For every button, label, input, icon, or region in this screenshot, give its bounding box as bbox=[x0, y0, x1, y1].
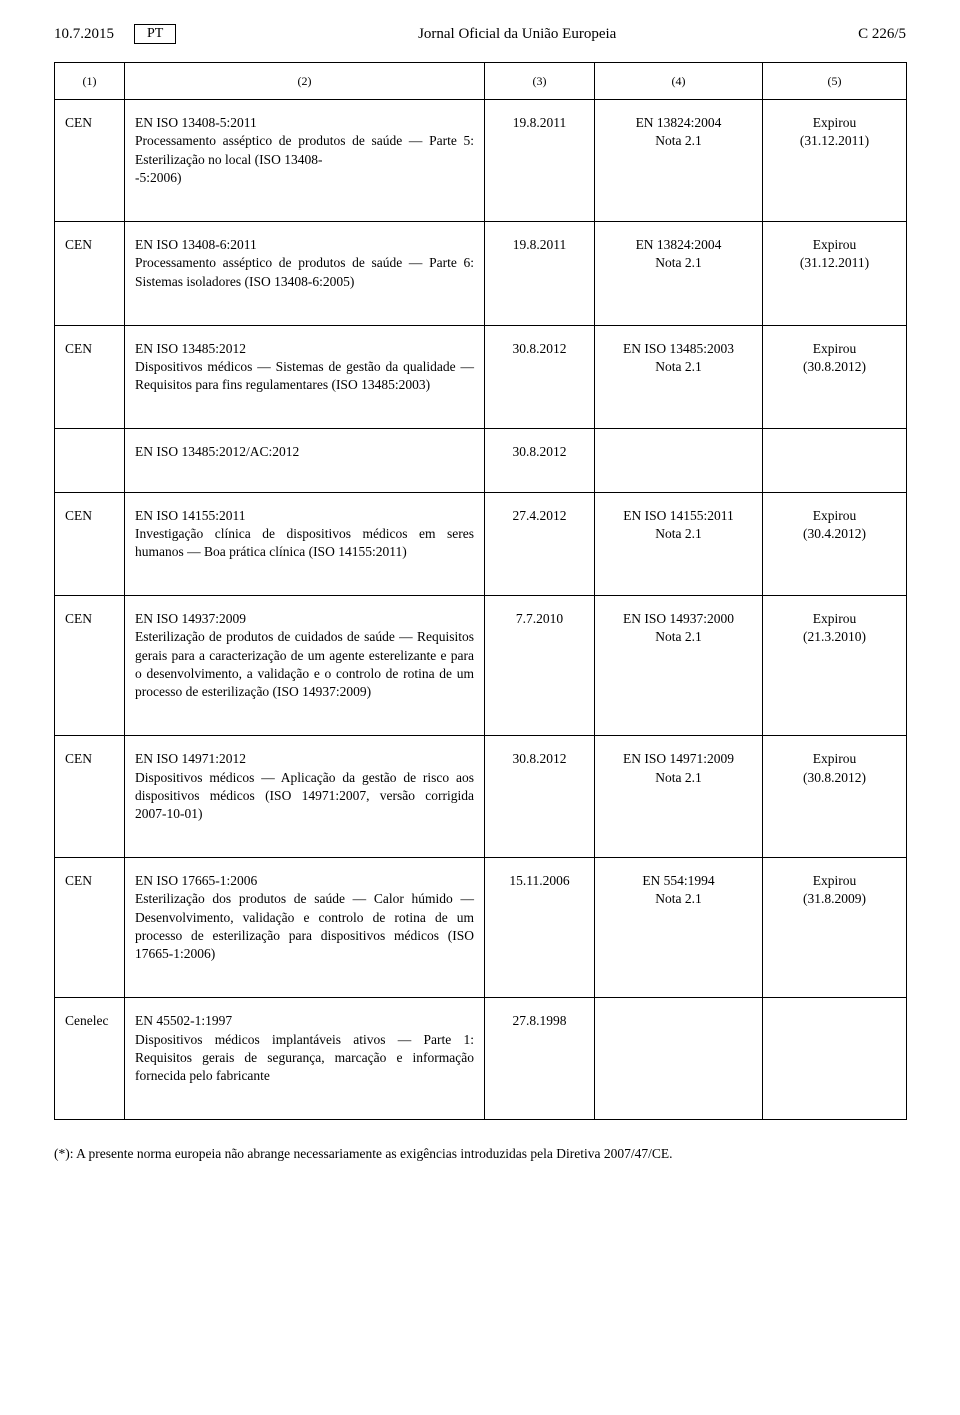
column-header: (2) bbox=[125, 63, 485, 100]
table-row: CENEN ISO 13485:2012Dispositivos médicos… bbox=[55, 325, 907, 429]
cell-org: Cenelec bbox=[55, 998, 125, 1120]
cell-superseded: EN 13824:2004Nota 2.1 bbox=[595, 100, 763, 222]
cell-superseded: EN 13824:2004Nota 2.1 bbox=[595, 222, 763, 326]
cell-title: EN ISO 13485:2012/AC:2012 bbox=[125, 429, 485, 492]
cell-org: CEN bbox=[55, 858, 125, 998]
cell-date: 30.8.2012 bbox=[485, 429, 595, 492]
cell-org: CEN bbox=[55, 100, 125, 222]
header-date: 10.7.2015 bbox=[54, 26, 114, 43]
cell-title: EN ISO 14971:2012Dispositivos médicos — … bbox=[125, 736, 485, 858]
column-header: (1) bbox=[55, 63, 125, 100]
cell-title: EN 45502-1:1997Dispositivos médicos impl… bbox=[125, 998, 485, 1120]
cell-title: EN ISO 13485:2012Dispositivos médicos — … bbox=[125, 325, 485, 429]
cell-expiry: Expirou(31.12.2011) bbox=[763, 222, 907, 326]
table-row: CENEN ISO 17665-1:2006Esterilização dos … bbox=[55, 858, 907, 998]
journal-title: Jornal Oficial da União Europeia bbox=[176, 26, 858, 43]
table-row: CENEN ISO 13408-6:2011Processamento assé… bbox=[55, 222, 907, 326]
footnote: (*): A presente norma europeia não abran… bbox=[54, 1146, 906, 1162]
cell-org bbox=[55, 429, 125, 492]
cell-superseded bbox=[595, 998, 763, 1120]
cell-title: EN ISO 14937:2009Esterilização de produt… bbox=[125, 596, 485, 736]
cell-expiry: Expirou(30.4.2012) bbox=[763, 492, 907, 596]
table-row: CENEN ISO 14155:2011Investigação clínica… bbox=[55, 492, 907, 596]
table-row: CenelecEN 45502-1:1997Dispositivos médic… bbox=[55, 998, 907, 1120]
cell-superseded: EN ISO 14971:2009Nota 2.1 bbox=[595, 736, 763, 858]
page-header: 10.7.2015 PT Jornal Oficial da União Eur… bbox=[54, 24, 906, 44]
cell-title: EN ISO 14155:2011Investigação clínica de… bbox=[125, 492, 485, 596]
cell-date: 27.4.2012 bbox=[485, 492, 595, 596]
cell-title: EN ISO 17665-1:2006Esterilização dos pro… bbox=[125, 858, 485, 998]
page-reference: C 226/5 bbox=[858, 26, 906, 43]
lang-code-box: PT bbox=[134, 24, 176, 44]
cell-date: 7.7.2010 bbox=[485, 596, 595, 736]
cell-org: CEN bbox=[55, 492, 125, 596]
column-header: (4) bbox=[595, 63, 763, 100]
cell-superseded: EN ISO 14155:2011Nota 2.1 bbox=[595, 492, 763, 596]
column-header: (3) bbox=[485, 63, 595, 100]
cell-expiry bbox=[763, 998, 907, 1120]
cell-date: 27.8.1998 bbox=[485, 998, 595, 1120]
cell-expiry: Expirou(30.8.2012) bbox=[763, 325, 907, 429]
cell-superseded: EN 554:1994Nota 2.1 bbox=[595, 858, 763, 998]
cell-title: EN ISO 13408-5:2011Processamento assépti… bbox=[125, 100, 485, 222]
table-row: CENEN ISO 14937:2009Esterilização de pro… bbox=[55, 596, 907, 736]
cell-org: CEN bbox=[55, 596, 125, 736]
cell-expiry: Expirou(31.12.2011) bbox=[763, 100, 907, 222]
table-row: CENEN ISO 13408-5:2011Processamento assé… bbox=[55, 100, 907, 222]
cell-expiry bbox=[763, 429, 907, 492]
cell-expiry: Expirou(30.8.2012) bbox=[763, 736, 907, 858]
cell-superseded: EN ISO 14937:2000Nota 2.1 bbox=[595, 596, 763, 736]
cell-date: 30.8.2012 bbox=[485, 325, 595, 429]
header-left: 10.7.2015 PT bbox=[54, 24, 176, 44]
cell-superseded bbox=[595, 429, 763, 492]
cell-date: 30.8.2012 bbox=[485, 736, 595, 858]
cell-title: EN ISO 13408-6:2011Processamento assépti… bbox=[125, 222, 485, 326]
page: 10.7.2015 PT Jornal Oficial da União Eur… bbox=[0, 0, 960, 1202]
cell-org: CEN bbox=[55, 222, 125, 326]
cell-expiry: Expirou(21.3.2010) bbox=[763, 596, 907, 736]
cell-org: CEN bbox=[55, 325, 125, 429]
cell-org: CEN bbox=[55, 736, 125, 858]
cell-date: 19.8.2011 bbox=[485, 100, 595, 222]
column-header: (5) bbox=[763, 63, 907, 100]
table-header-row: (1)(2)(3)(4)(5) bbox=[55, 63, 907, 100]
cell-date: 19.8.2011 bbox=[485, 222, 595, 326]
standards-table: (1)(2)(3)(4)(5)CENEN ISO 13408-5:2011Pro… bbox=[54, 62, 907, 1120]
table-row: EN ISO 13485:2012/AC:201230.8.2012 bbox=[55, 429, 907, 492]
cell-superseded: EN ISO 13485:2003Nota 2.1 bbox=[595, 325, 763, 429]
cell-date: 15.11.2006 bbox=[485, 858, 595, 998]
table-row: CENEN ISO 14971:2012Dispositivos médicos… bbox=[55, 736, 907, 858]
cell-expiry: Expirou(31.8.2009) bbox=[763, 858, 907, 998]
